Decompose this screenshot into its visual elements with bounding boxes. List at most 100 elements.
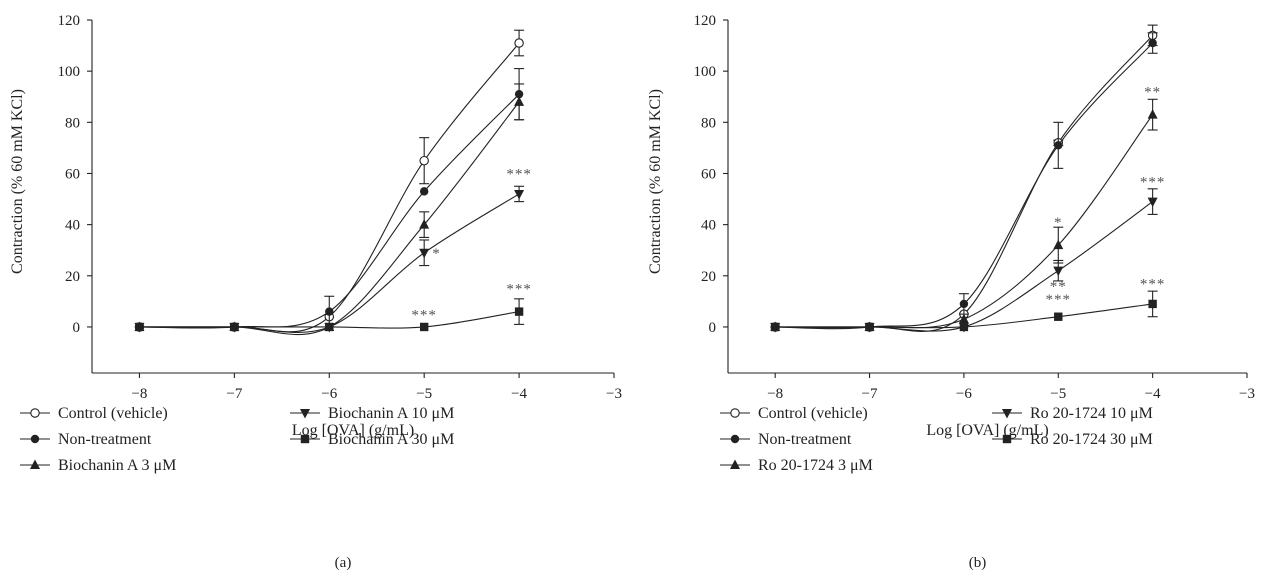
data-point (1053, 266, 1064, 277)
x-tick-label: −8 (131, 386, 147, 402)
data-point (514, 38, 524, 48)
series-line (139, 93, 520, 329)
legend-label: Biochanin A 30 μM (328, 431, 454, 448)
data-point (1147, 197, 1158, 208)
y-tick-label: 40 (701, 218, 716, 234)
data-point (325, 322, 334, 332)
data-point (865, 322, 874, 332)
data-point (1148, 299, 1157, 309)
legend-marker (1002, 409, 1012, 419)
data-point (419, 219, 430, 229)
legend-item: Ro 20-1724 10 μM (992, 405, 1153, 422)
legend-item: Non-treatment (720, 431, 852, 448)
significance-annotation: *** (1046, 292, 1072, 308)
chart-panel-a: 0 20 40 60 80 100 120 −8 −7 −6 −5 −4 −3 Log [OVA] (g/… (9, 13, 622, 571)
legend-item: Biochanin A 10 μM (290, 405, 454, 422)
significance-annotation: * (1054, 215, 1063, 231)
data-point (514, 189, 525, 200)
data-point (325, 307, 334, 316)
significance-annotation: *** (1140, 277, 1166, 293)
x-tick-label: −3 (606, 386, 622, 402)
significance-annotation: *** (411, 307, 437, 323)
x-tick-label: −4 (511, 386, 527, 402)
x-tick-label: −6 (956, 386, 972, 402)
legend-marker (730, 434, 740, 444)
y-tick-label: 0 (73, 320, 81, 336)
y-tick-label: 20 (65, 269, 80, 285)
series-ro-20-1724-30-um (770, 290, 1158, 332)
data-point (135, 322, 144, 332)
y-tick-label: 60 (701, 166, 716, 182)
series-line (775, 42, 1154, 330)
legend: Control (vehicle) Non-treatment Biochanin … (20, 405, 454, 474)
chart-panel-b: 0 20 40 60 80 100 120 −8 −7 −6 −5 −4 −3 Log [OVA] (g/… (647, 13, 1255, 571)
legend-marker (1002, 434, 1012, 444)
series-line (139, 42, 520, 333)
x-tick-label: −5 (1050, 386, 1066, 402)
legend-marker (30, 408, 40, 418)
x-tick-label: −7 (862, 386, 878, 402)
significance-annotation: ** (1144, 85, 1161, 101)
significance-annotation: ** (1050, 279, 1067, 295)
data-point (1148, 38, 1157, 48)
data-point (230, 322, 239, 332)
y-tick-label: 80 (701, 115, 716, 131)
x-axis-title: Log [OVA] (g/mL) (926, 422, 1048, 439)
legend-label: Ro 20-1724 10 μM (1030, 405, 1153, 422)
series-line (775, 34, 1154, 332)
data-point (958, 313, 969, 324)
series-control-vehicle (134, 29, 525, 333)
x-tick-label: −4 (1145, 386, 1161, 402)
x-tick-label: −6 (321, 386, 337, 402)
panel-label: (b) (969, 555, 987, 571)
y-axis-title: Contraction (% 60 mM KCl) (647, 89, 664, 274)
significance-annotation: *** (506, 167, 532, 183)
legend-item: Control (vehicle) (720, 405, 868, 422)
legend-item: Biochanin A 3 μM (20, 457, 176, 474)
y-axis-title: Contraction (% 60 mM KCl) (9, 89, 26, 274)
data-point (1053, 239, 1064, 250)
legend-label: Ro 20-1724 3 μM (758, 457, 873, 474)
x-tick-label: −8 (767, 386, 783, 402)
legend-label: Control (vehicle) (58, 405, 168, 422)
legend-item: Ro 20-1724 3 μM (720, 457, 873, 474)
legend-label: Non-treatment (758, 431, 852, 448)
data-point (419, 187, 429, 196)
panel-label: (a) (335, 555, 352, 571)
legend-marker (730, 408, 740, 418)
x-tick-label: −3 (1239, 386, 1255, 402)
significance-annotation: * (432, 246, 441, 262)
legend-marker (300, 409, 310, 419)
y-tick-label: 120 (694, 13, 717, 29)
data-point (1054, 312, 1063, 321)
legend-marker (30, 434, 40, 444)
data-point (959, 299, 969, 309)
data-point (1054, 141, 1063, 150)
data-point (514, 96, 525, 106)
y-tick-label: 100 (694, 64, 717, 80)
y-tick-label: 20 (701, 269, 716, 285)
legend-marker (30, 459, 40, 469)
legend-marker (300, 434, 310, 444)
y-tick-label: 0 (709, 320, 717, 336)
y-tick-label: 80 (65, 115, 80, 131)
legend-item: Biochanin A 30 μM (290, 431, 454, 448)
y-tick-label: 40 (65, 218, 80, 234)
legend-item: Control (vehicle) (20, 405, 168, 422)
series-biochanin-a-30-um (135, 298, 525, 332)
series-non-treatment (135, 68, 525, 332)
significance-annotation: *** (1140, 174, 1166, 190)
data-point (419, 322, 429, 332)
legend-item: Non-treatment (20, 431, 152, 448)
legend-label: Ro 20-1724 30 μM (1030, 431, 1153, 448)
legend: Control (vehicle) Non-treatment Ro 20-1724… (720, 405, 1153, 474)
legend-label: Biochanin A 10 μM (328, 405, 454, 422)
legend-label: Control (vehicle) (758, 405, 868, 422)
data-point (419, 248, 430, 259)
x-axis-title: Log [OVA] (g/mL) (292, 422, 414, 439)
significance-annotation: *** (506, 282, 532, 298)
data-point (959, 322, 969, 332)
y-tick-label: 100 (58, 64, 81, 80)
y-tick-label: 60 (65, 166, 80, 182)
